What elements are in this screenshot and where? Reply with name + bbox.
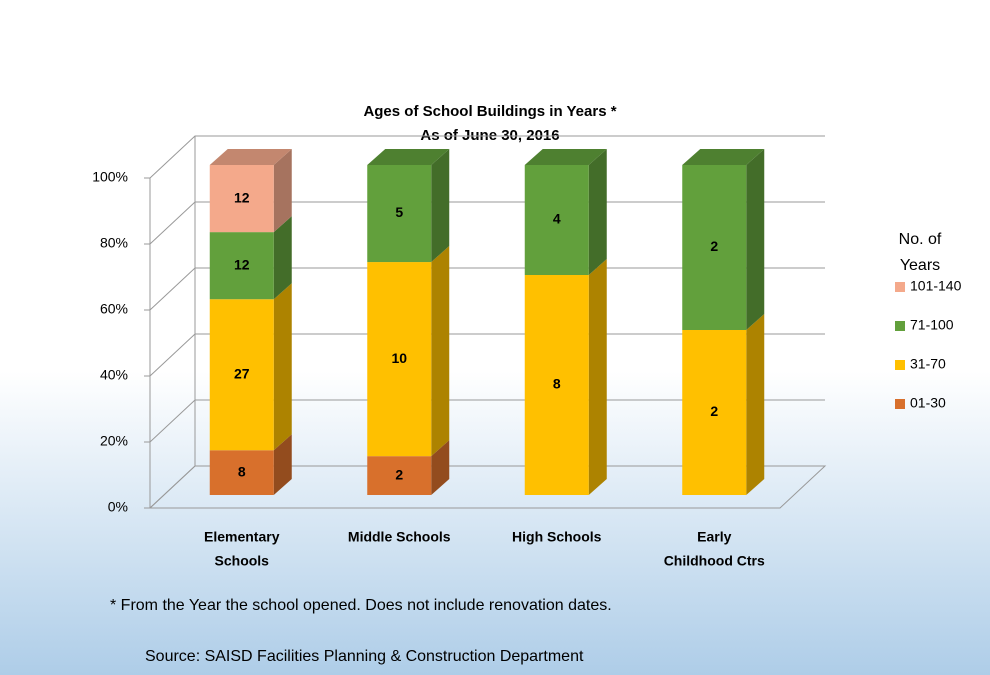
chart-subtitle: As of June 30, 2016	[420, 127, 559, 144]
bar-side	[273, 216, 292, 300]
source-note: Source: SAISD Facilities Planning & Cons…	[145, 648, 584, 665]
data-label: 12	[234, 189, 250, 205]
data-label: 5	[395, 204, 403, 220]
bar	[209, 165, 274, 233]
data-label: 2	[710, 238, 718, 254]
x-tick-label: Early	[697, 529, 731, 545]
data-label: 4	[553, 211, 561, 227]
legend-title: No. of	[899, 231, 942, 248]
chart-title: Ages of School Buildings in Years *	[363, 103, 616, 120]
bar	[524, 275, 589, 495]
bar-side	[588, 259, 607, 495]
y-tick-label: 80%	[100, 235, 128, 251]
bar	[367, 262, 432, 457]
legend-swatch	[895, 321, 905, 331]
y-tick-label: 60%	[100, 301, 128, 317]
x-tick-label: Schools	[215, 553, 270, 569]
bar	[367, 456, 432, 495]
bar-side	[431, 149, 450, 263]
data-label: 10	[391, 350, 407, 366]
data-label: 27	[234, 365, 250, 381]
x-tick-label: High Schools	[512, 529, 602, 545]
legend-title: Years	[900, 257, 940, 274]
legend-label: 31-70	[910, 356, 946, 372]
x-tick-label: Middle Schools	[348, 529, 451, 545]
bar-top	[524, 149, 607, 165]
y-tick-label: 100%	[92, 169, 128, 185]
y-tick-label: 20%	[100, 433, 128, 449]
legend-swatch	[895, 360, 905, 370]
bar-side	[588, 149, 607, 275]
bar-top	[367, 149, 450, 165]
bar	[209, 232, 274, 300]
bar-side	[746, 314, 765, 495]
legend-swatch	[895, 282, 905, 292]
legend-swatch	[895, 399, 905, 409]
bar-top	[209, 149, 292, 165]
bar-side	[273, 149, 292, 233]
bar-side	[431, 246, 450, 457]
y-tick-label: 40%	[100, 367, 128, 383]
bar-side	[431, 440, 450, 495]
data-label: 2	[395, 466, 403, 482]
data-label: 8	[553, 376, 561, 392]
legend-label: 01-30	[910, 395, 946, 411]
bar	[367, 165, 432, 263]
bar	[209, 450, 274, 495]
legend-label: 71-100	[910, 317, 954, 333]
y-tick-label: 0%	[108, 499, 128, 515]
bar-top	[682, 149, 765, 165]
bar	[209, 299, 274, 451]
x-tick-label: Childhood Ctrs	[664, 553, 765, 569]
data-label: 2	[710, 403, 718, 419]
bar	[524, 165, 589, 275]
legend-label: 101-140	[910, 278, 962, 294]
bar	[682, 330, 747, 495]
bar	[682, 165, 747, 330]
data-label: 12	[234, 256, 250, 272]
data-label: 8	[238, 463, 246, 479]
bar-side	[273, 434, 292, 495]
x-tick-label: Elementary	[204, 529, 280, 545]
bar-side	[273, 283, 292, 451]
bar-side	[746, 149, 765, 330]
footnote: * From the Year the school opened. Does …	[110, 597, 612, 614]
